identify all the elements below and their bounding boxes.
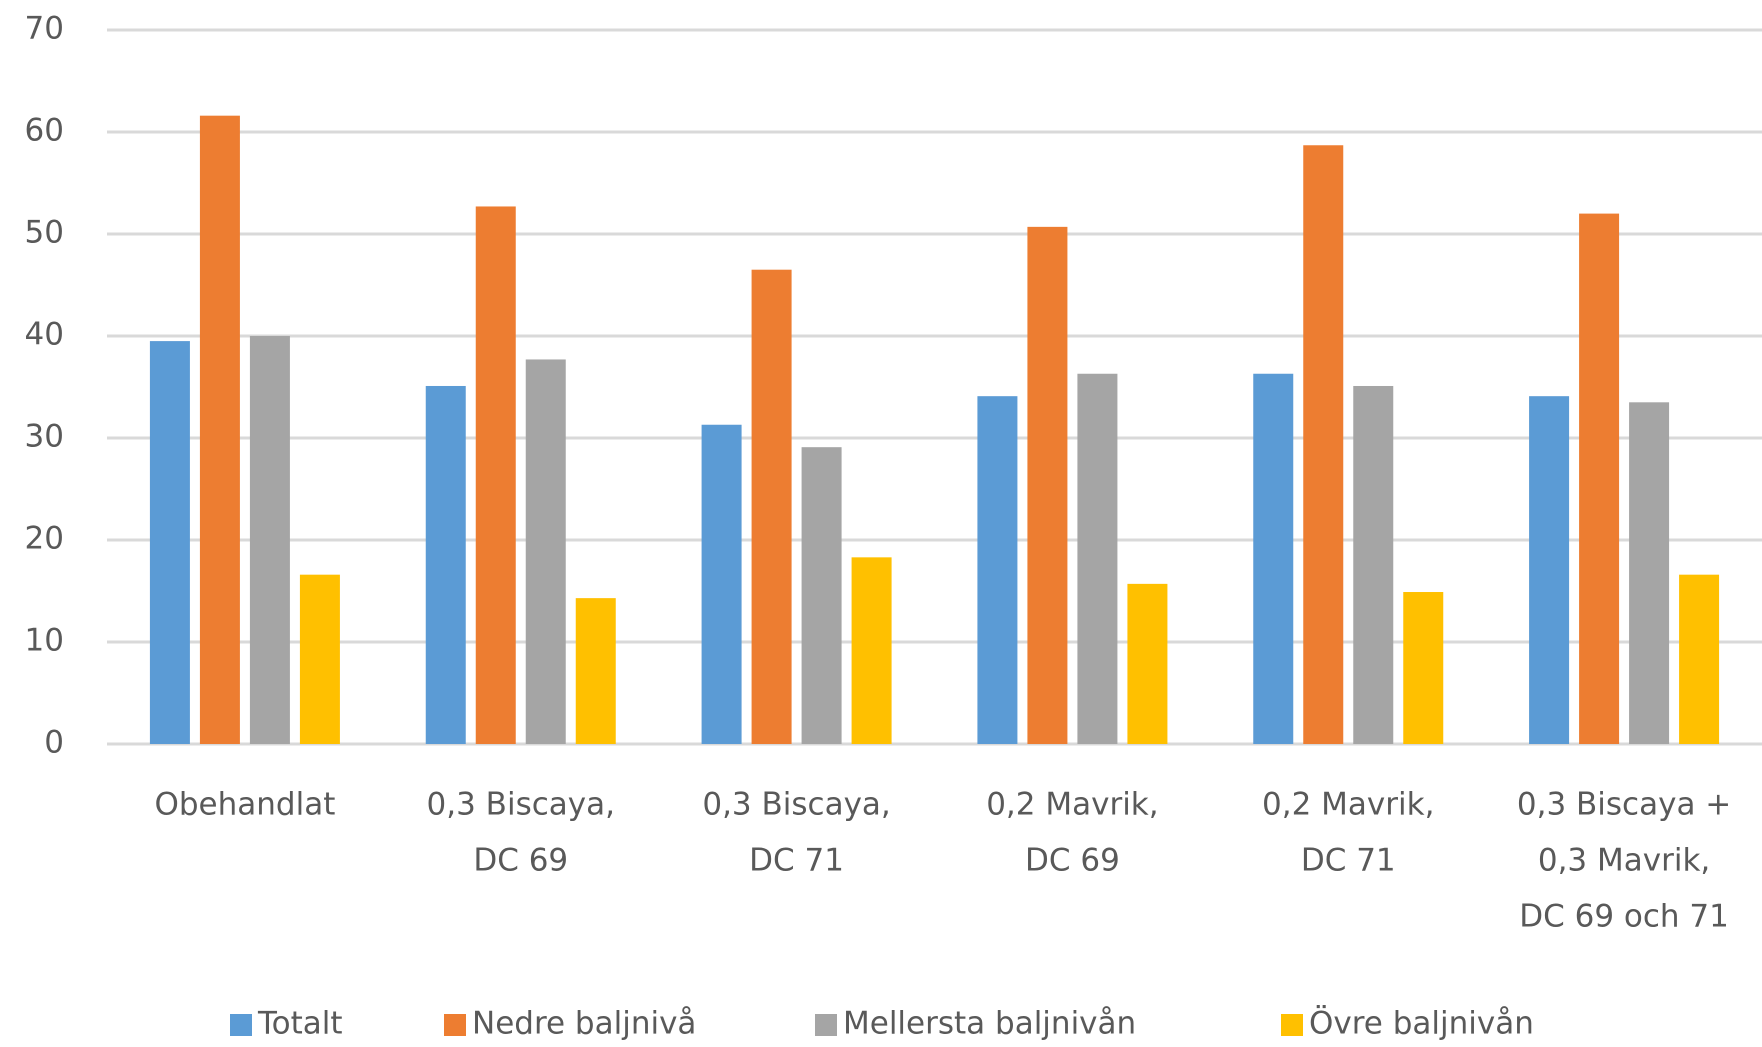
x-tick-label: DC 71	[1301, 843, 1396, 879]
bar	[1253, 373, 1294, 744]
bar	[525, 359, 566, 744]
bar	[299, 574, 340, 744]
bar	[575, 598, 616, 744]
x-tick-label: DC 69	[473, 843, 568, 879]
x-tick-label: DC 69 och 71	[1519, 899, 1729, 935]
bar	[801, 447, 842, 744]
bar	[977, 396, 1018, 744]
bar	[1303, 145, 1344, 744]
bar	[249, 336, 290, 744]
legend-label: Mellersta baljnivån	[843, 1006, 1136, 1042]
y-tick-label: 40	[25, 317, 64, 353]
bar	[1579, 213, 1620, 745]
legend-swatch	[444, 1014, 466, 1036]
y-tick-label: 10	[25, 623, 64, 659]
x-tick-label: 0,2 Mavrik,	[986, 787, 1158, 823]
y-tick-label: 50	[25, 215, 64, 251]
bar	[1629, 402, 1670, 744]
x-tick-label: DC 69	[1025, 843, 1120, 879]
y-tick-label: 20	[25, 521, 64, 557]
bar	[1077, 373, 1118, 744]
x-tick-label: 0,3 Mavrik,	[1538, 843, 1710, 879]
y-tick-label: 60	[25, 113, 64, 149]
legend-label: Nedre baljnivå	[472, 1006, 696, 1042]
y-tick-label: 0	[44, 725, 64, 761]
bar	[1353, 385, 1394, 744]
legend-label: Totalt	[257, 1006, 343, 1042]
bar	[1679, 574, 1720, 744]
bar	[475, 206, 516, 744]
x-tick-label: 0,2 Mavrik,	[1262, 787, 1434, 823]
legend-swatch	[815, 1014, 837, 1036]
bar	[701, 424, 742, 744]
legend-label: Övre baljnivån	[1309, 1005, 1534, 1042]
y-tick-label: 30	[25, 419, 64, 455]
bar	[425, 385, 466, 744]
x-tick-label: Obehandlat	[154, 787, 335, 823]
bar	[1529, 396, 1570, 744]
y-tick-label: 70	[25, 11, 64, 47]
legend-swatch	[230, 1014, 252, 1036]
bar	[751, 269, 792, 744]
bar	[1403, 592, 1444, 744]
bar	[149, 341, 190, 744]
x-tick-label: DC 71	[749, 843, 844, 879]
legend-swatch	[1281, 1014, 1303, 1036]
bar	[1027, 226, 1068, 745]
bar	[851, 557, 892, 744]
bar	[199, 115, 240, 745]
bar	[1127, 583, 1168, 744]
x-tick-label: 0,3 Biscaya +	[1517, 787, 1731, 823]
x-tick-label: 0,3 Biscaya,	[427, 787, 615, 823]
x-tick-label: 0,3 Biscaya,	[702, 787, 890, 823]
